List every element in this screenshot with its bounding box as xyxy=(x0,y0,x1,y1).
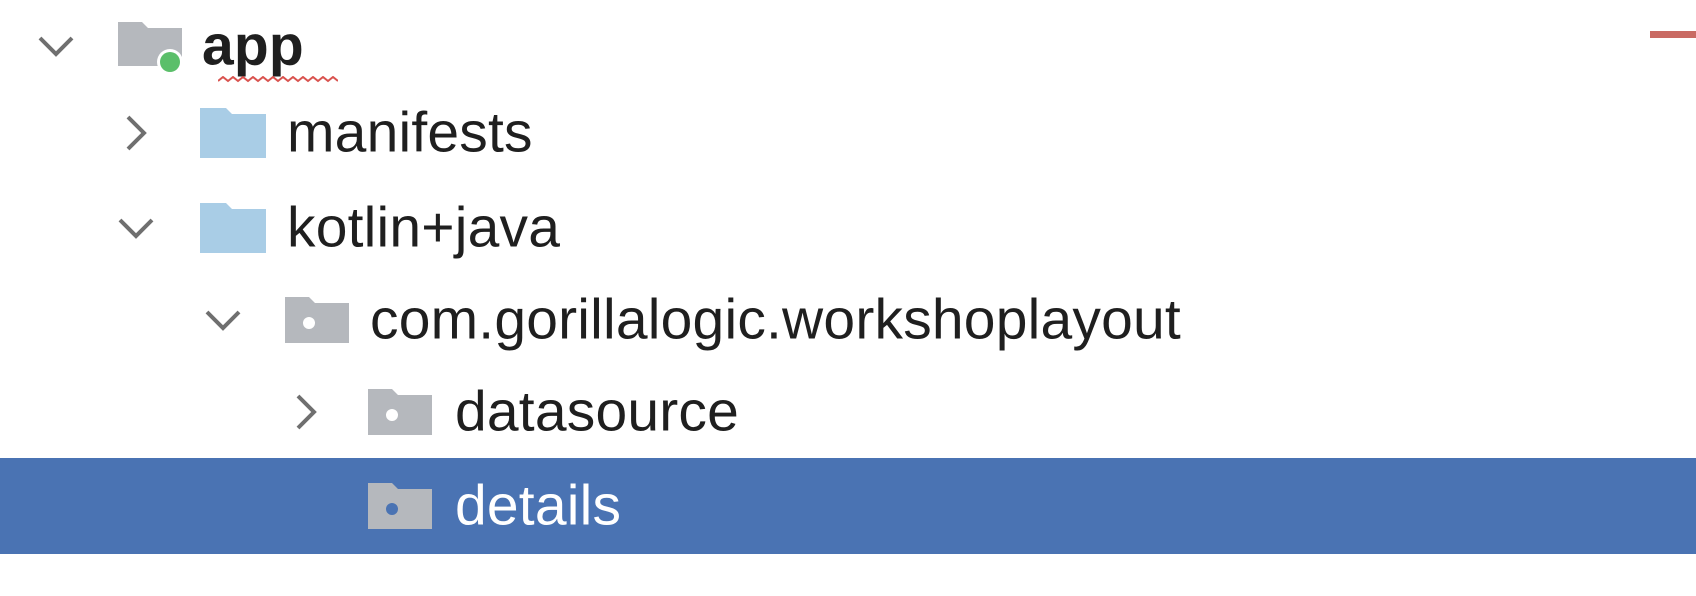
tree-item-label: datasource xyxy=(455,379,740,444)
tree-item-details[interactable]: details xyxy=(0,458,1696,554)
tree-item-manifests[interactable]: manifests xyxy=(0,87,1696,179)
error-stripe-marker[interactable] xyxy=(1650,31,1696,38)
chevron-right-icon[interactable] xyxy=(284,390,328,434)
chevron-right-icon[interactable] xyxy=(114,111,158,155)
chevron-down-icon[interactable] xyxy=(201,298,245,342)
tree-item-label: app xyxy=(202,13,304,78)
folder-icon xyxy=(200,106,268,160)
spelling-squiggle xyxy=(218,76,338,83)
module-folder-icon xyxy=(116,16,188,78)
tree-item-label: kotlin+java xyxy=(287,195,561,260)
tree-item-label: com.gorillalogic.workshoplayout xyxy=(370,287,1181,352)
package-icon xyxy=(368,481,434,531)
tree-item-label: manifests xyxy=(287,100,533,165)
tree-item-app[interactable]: app xyxy=(0,0,1696,92)
tree-item-kotlin-java[interactable]: kotlin+java xyxy=(0,182,1696,274)
tree-item-label: details xyxy=(455,473,622,538)
tree-item-datasource[interactable]: datasource xyxy=(0,366,1696,458)
chevron-down-icon[interactable] xyxy=(114,206,158,250)
tree-item-package-root[interactable]: com.gorillalogic.workshoplayout xyxy=(0,274,1696,366)
folder-icon xyxy=(200,201,268,255)
chevron-down-icon[interactable] xyxy=(34,24,78,68)
package-icon xyxy=(285,295,351,345)
package-icon xyxy=(368,387,434,437)
